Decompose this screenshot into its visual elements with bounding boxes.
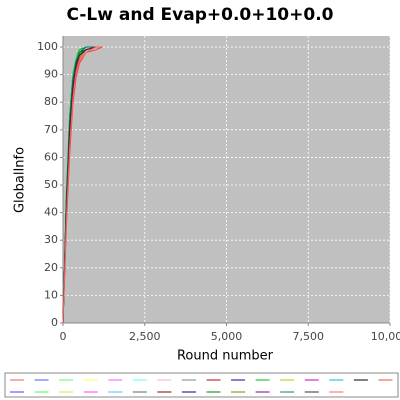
y-tick-label: 80	[44, 95, 58, 108]
y-tick-label: 20	[44, 261, 58, 274]
x-tick-label: 10,000	[371, 330, 400, 343]
y-tick-label: 0	[51, 316, 58, 329]
legend-box	[4, 372, 399, 398]
y-tick-label: 30	[44, 233, 58, 246]
series-line	[62, 46, 103, 324]
x-tick-label: 2,500	[129, 330, 161, 343]
y-tick-label: 100	[37, 40, 58, 53]
series-line	[62, 46, 103, 324]
y-tick-label: 10	[44, 288, 58, 301]
y-tick-label: 90	[44, 68, 58, 81]
y-tick-label: 40	[44, 206, 58, 219]
y-axis-label: GlobalInfo	[13, 147, 28, 213]
x-tick-label: 7,500	[293, 330, 325, 343]
y-tick-label: 50	[44, 178, 58, 191]
chart-title: C-Lw and Evap+0.0+10+0.0	[67, 5, 334, 25]
y-tick-label: 70	[44, 123, 58, 136]
x-tick-label: 0	[60, 330, 67, 343]
plot-area	[63, 36, 390, 323]
x-tick-label: 5,000	[211, 330, 243, 343]
x-axis-label: Round number	[177, 349, 274, 364]
y-tick-label: 60	[44, 150, 58, 163]
